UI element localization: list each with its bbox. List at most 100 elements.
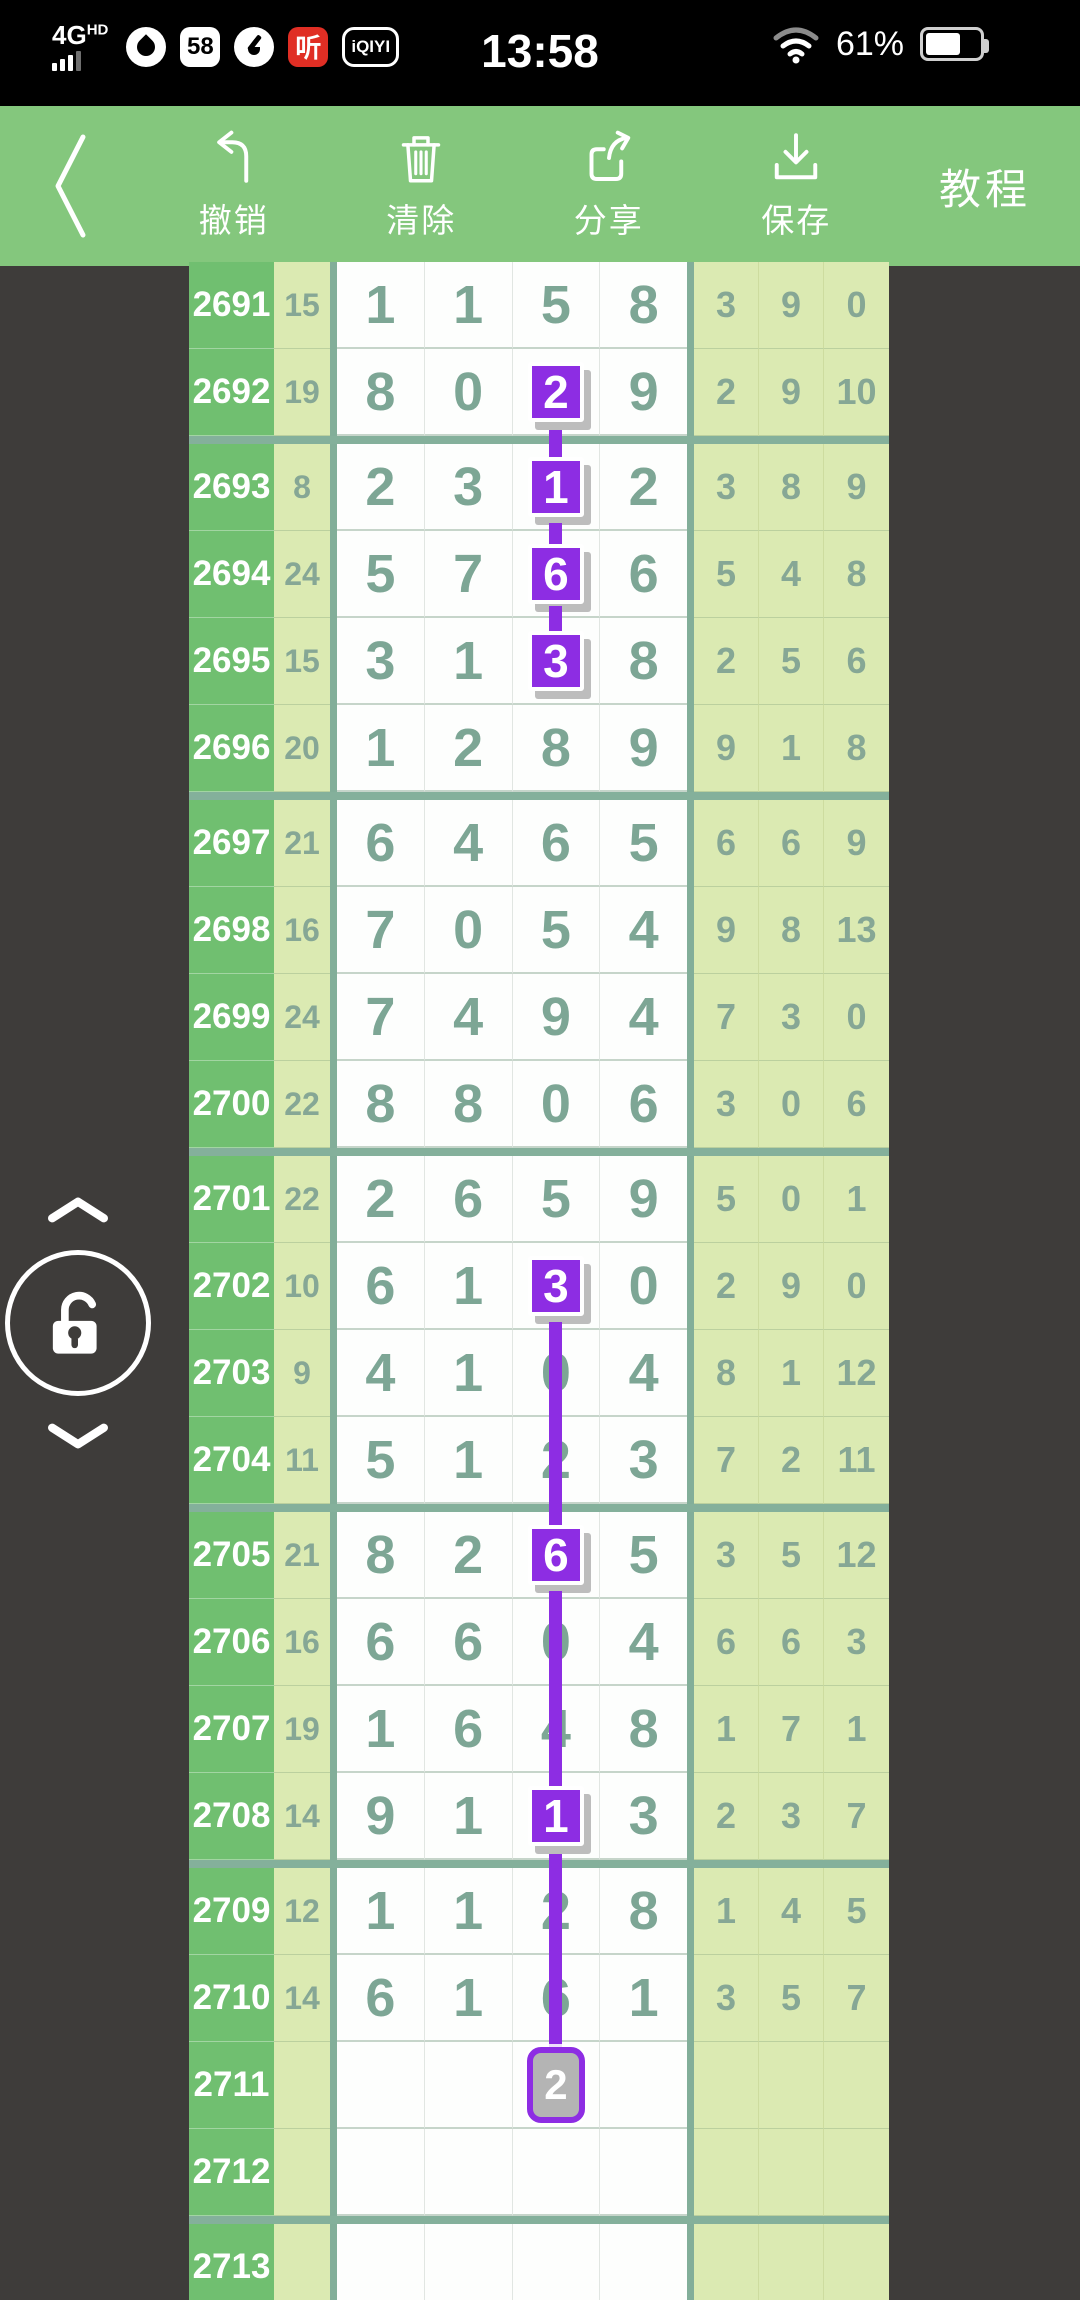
digit-cell[interactable]: 6 bbox=[600, 1061, 687, 1148]
selected-mark[interactable]: 3 bbox=[527, 1255, 584, 1316]
digit-cell[interactable]: 1 bbox=[424, 262, 513, 349]
tutorial-button[interactable]: 教程 bbox=[938, 165, 1031, 213]
digit-cell[interactable]: 6 bbox=[512, 523, 601, 628]
digit-cell[interactable]: 1 bbox=[424, 1955, 513, 2042]
digit-cell[interactable]: 8 bbox=[424, 1061, 513, 1148]
digit-cell[interactable]: 2 bbox=[424, 705, 513, 792]
undo-button[interactable]: 撤销 bbox=[140, 130, 328, 242]
digit-cell[interactable]: 6 bbox=[337, 1599, 425, 1686]
digit-cell[interactable]: 1 bbox=[424, 1773, 513, 1860]
digit-cell[interactable] bbox=[337, 2224, 425, 2300]
digit-cell[interactable]: 1 bbox=[337, 705, 425, 792]
digit-cell[interactable]: 3 bbox=[512, 1243, 601, 1340]
digit-cell[interactable]: 8 bbox=[337, 1512, 425, 1599]
share-button[interactable]: 分享 bbox=[515, 130, 703, 242]
digit-cell[interactable]: 0 bbox=[512, 1591, 601, 1696]
selected-mark[interactable]: 2 bbox=[527, 361, 584, 422]
digit-cell[interactable]: 9 bbox=[512, 974, 601, 1061]
digit-cell[interactable]: 5 bbox=[512, 887, 601, 974]
digit-cell[interactable]: 5 bbox=[512, 262, 601, 349]
digit-cell[interactable]: 0 bbox=[512, 1322, 601, 1427]
digit-cell[interactable]: 2 bbox=[512, 2030, 601, 2129]
digit-cell[interactable]: 5 bbox=[600, 1512, 687, 1599]
digit-cell[interactable]: 6 bbox=[424, 1599, 513, 1686]
digit-cell[interactable]: 5 bbox=[337, 531, 425, 618]
digit-cell[interactable]: 3 bbox=[512, 606, 601, 705]
digit-cell[interactable]: 6 bbox=[337, 1243, 425, 1330]
digit-cell[interactable]: 8 bbox=[337, 1061, 425, 1148]
digit-cell[interactable]: 1 bbox=[424, 1868, 513, 1955]
chevron-down-icon[interactable] bbox=[47, 1422, 109, 1450]
digit-cell[interactable]: 5 bbox=[337, 1417, 425, 1504]
digit-cell[interactable]: 3 bbox=[600, 1417, 687, 1504]
selected-mark[interactable]: 1 bbox=[527, 1785, 584, 1846]
digit-cell[interactable]: 2 bbox=[512, 1860, 601, 1965]
digit-cell[interactable] bbox=[424, 2129, 513, 2216]
digit-cell[interactable]: 4 bbox=[600, 887, 687, 974]
digit-cell[interactable]: 9 bbox=[600, 1156, 687, 1243]
digit-cell[interactable] bbox=[337, 2042, 425, 2129]
digit-cell[interactable]: 6 bbox=[424, 1686, 513, 1773]
pending-mark[interactable]: 2 bbox=[526, 2046, 585, 2123]
digit-cell[interactable]: 6 bbox=[512, 1947, 601, 2052]
digit-cell[interactable]: 8 bbox=[600, 1868, 687, 1955]
digit-cell[interactable]: 2 bbox=[512, 349, 601, 446]
digit-cell[interactable]: 1 bbox=[337, 1686, 425, 1773]
digit-cell[interactable]: 6 bbox=[600, 531, 687, 618]
digit-cell[interactable]: 0 bbox=[424, 887, 513, 974]
digit-cell[interactable] bbox=[600, 2042, 687, 2129]
digit-cell[interactable]: 4 bbox=[600, 1330, 687, 1417]
digit-cell[interactable]: 1 bbox=[512, 436, 601, 541]
digit-cell[interactable]: 8 bbox=[337, 349, 425, 436]
selected-mark[interactable]: 3 bbox=[527, 630, 584, 691]
digit-cell[interactable]: 2 bbox=[600, 444, 687, 531]
digit-cell[interactable]: 1 bbox=[600, 1955, 687, 2042]
digit-cell[interactable]: 8 bbox=[600, 1686, 687, 1773]
digit-cell[interactable] bbox=[600, 2224, 687, 2300]
digit-cell[interactable]: 2 bbox=[337, 444, 425, 531]
digit-cell[interactable]: 1 bbox=[424, 618, 513, 705]
digit-cell[interactable] bbox=[424, 2224, 513, 2300]
digit-cell[interactable]: 3 bbox=[600, 1773, 687, 1860]
digit-cell[interactable]: 9 bbox=[600, 349, 687, 436]
save-button[interactable]: 保存 bbox=[703, 130, 891, 242]
digit-cell[interactable] bbox=[512, 2129, 601, 2216]
digit-cell[interactable]: 0 bbox=[424, 349, 513, 436]
selected-mark[interactable]: 1 bbox=[527, 456, 584, 517]
digit-cell[interactable]: 1 bbox=[512, 1765, 601, 1870]
digit-cell[interactable] bbox=[337, 2129, 425, 2216]
clear-button[interactable]: 清除 bbox=[328, 130, 516, 242]
chevron-up-icon[interactable] bbox=[47, 1196, 109, 1224]
digit-cell[interactable] bbox=[512, 2224, 601, 2300]
digit-cell[interactable] bbox=[424, 2042, 513, 2129]
digit-cell[interactable]: 0 bbox=[600, 1243, 687, 1330]
digit-cell[interactable]: 3 bbox=[337, 618, 425, 705]
back-button[interactable] bbox=[0, 106, 140, 266]
digit-cell[interactable]: 7 bbox=[337, 887, 425, 974]
digit-cell[interactable]: 1 bbox=[424, 1417, 513, 1504]
digit-cell[interactable]: 1 bbox=[337, 1868, 425, 1955]
digit-cell[interactable]: 8 bbox=[600, 618, 687, 705]
digit-cell[interactable]: 1 bbox=[424, 1243, 513, 1330]
digit-cell[interactable]: 6 bbox=[424, 1156, 513, 1243]
digit-cell[interactable]: 4 bbox=[512, 1678, 601, 1783]
digit-cell[interactable]: 4 bbox=[424, 974, 513, 1061]
digit-cell[interactable]: 0 bbox=[512, 1061, 601, 1148]
selected-mark[interactable]: 6 bbox=[527, 543, 584, 604]
digit-cell[interactable]: 3 bbox=[424, 444, 513, 531]
digit-cell[interactable]: 9 bbox=[600, 705, 687, 792]
digit-cell[interactable]: 7 bbox=[424, 531, 513, 618]
digit-cell[interactable]: 7 bbox=[337, 974, 425, 1061]
digit-cell[interactable]: 1 bbox=[424, 1330, 513, 1417]
digit-cell[interactable]: 6 bbox=[337, 1955, 425, 2042]
digit-cell[interactable]: 2 bbox=[337, 1156, 425, 1243]
digit-cell[interactable]: 4 bbox=[337, 1330, 425, 1417]
lock-button[interactable] bbox=[5, 1250, 151, 1396]
digit-cell[interactable]: 6 bbox=[337, 800, 425, 887]
digit-cell[interactable]: 9 bbox=[337, 1773, 425, 1860]
digit-cell[interactable]: 8 bbox=[600, 262, 687, 349]
digit-cell[interactable]: 6 bbox=[512, 800, 601, 887]
digit-cell[interactable]: 5 bbox=[600, 800, 687, 887]
digit-cell[interactable]: 4 bbox=[600, 1599, 687, 1686]
digit-cell[interactable]: 1 bbox=[337, 262, 425, 349]
